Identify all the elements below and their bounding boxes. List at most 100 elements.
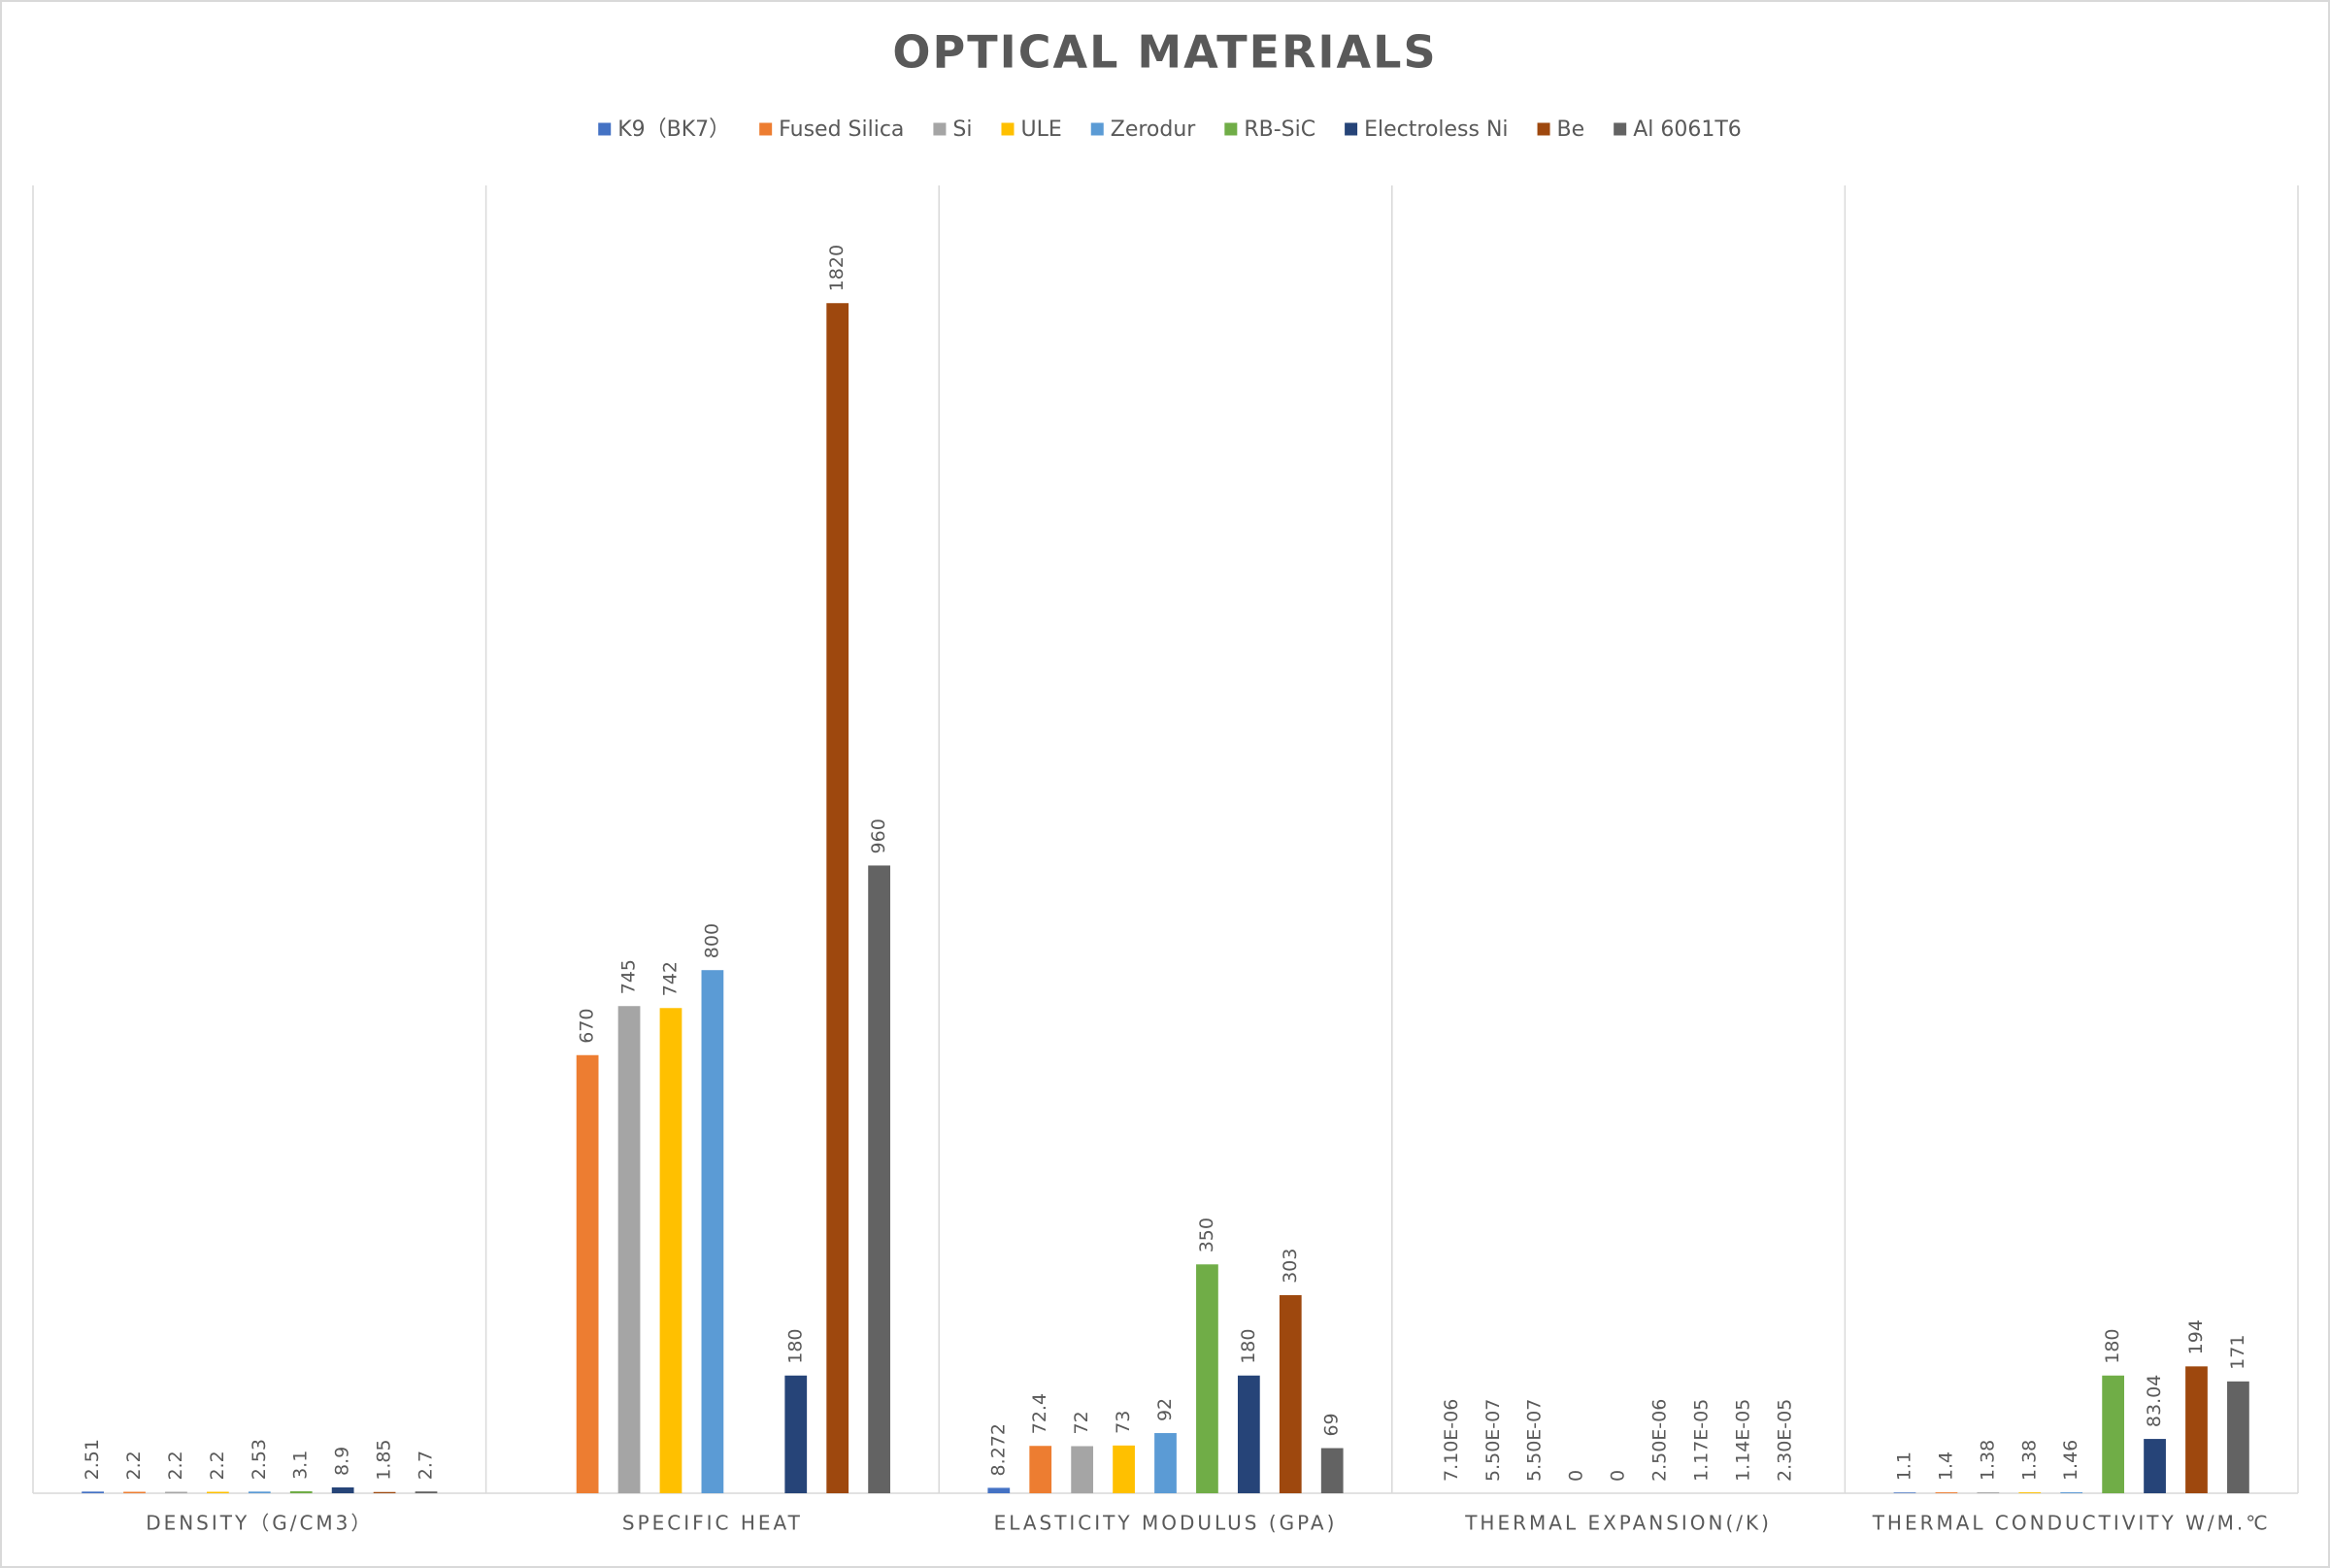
bar xyxy=(165,1491,187,1493)
data-label: 2.2 xyxy=(207,1451,228,1480)
data-label: 800 xyxy=(701,923,722,958)
legend-label: Si xyxy=(952,117,972,142)
bar xyxy=(1196,1264,1218,1493)
bar xyxy=(784,1375,808,1493)
legend-marker xyxy=(1090,122,1104,136)
legend-label: Fused Silica xyxy=(779,117,904,142)
data-label: 8.272 xyxy=(987,1423,1009,1476)
data-label: 171 xyxy=(2227,1335,2248,1370)
bar xyxy=(2144,1439,2166,1493)
bar xyxy=(415,1491,438,1493)
bar xyxy=(576,1054,599,1493)
bar xyxy=(2227,1381,2249,1493)
bar xyxy=(1977,1492,2000,1493)
bar xyxy=(1154,1433,1177,1493)
data-label: 73 xyxy=(1113,1411,1134,1434)
bar xyxy=(2060,1492,2083,1493)
chart-title: OPTICAL MATERIALS xyxy=(892,26,1437,79)
bar xyxy=(1071,1446,1094,1493)
data-label: 7.10E-06 xyxy=(1441,1399,1462,1482)
data-label: 1.1 xyxy=(1893,1451,1914,1481)
bar xyxy=(2018,1492,2042,1493)
legend-label: Zerodur xyxy=(1111,117,1197,142)
data-label: 8.9 xyxy=(332,1447,353,1476)
data-label: 1.38 xyxy=(2018,1440,2040,1481)
bar xyxy=(659,1008,682,1493)
x-tick-label: DENSITY（G/CM3） xyxy=(146,1512,373,1535)
x-tick-label: THERMAL EXPANSION(/K) xyxy=(1464,1512,1772,1535)
legend-marker xyxy=(933,122,947,136)
data-label: 350 xyxy=(1196,1218,1217,1252)
bar xyxy=(617,1006,641,1493)
data-label: 670 xyxy=(577,1008,598,1043)
data-label: 83.04 xyxy=(2144,1375,2165,1427)
bar xyxy=(373,1491,396,1493)
bar xyxy=(1237,1375,1260,1493)
legend-label: RB-SiC xyxy=(1244,117,1315,142)
legend-marker xyxy=(759,122,773,136)
bar xyxy=(331,1487,354,1493)
legend-label: ULE xyxy=(1020,117,1061,142)
legend: K9（BK7） Fused Silica Si ULE Zerodur RB-SiC Ele… xyxy=(598,117,1742,142)
bar xyxy=(1935,1492,1958,1493)
data-label: 1.14E-05 xyxy=(1732,1399,1753,1482)
bar xyxy=(1113,1445,1135,1493)
bar xyxy=(1029,1446,1052,1493)
data-label: 180 xyxy=(784,1329,806,1364)
bar xyxy=(248,1491,271,1493)
bar xyxy=(1893,1492,1916,1493)
data-label: 2.50E-06 xyxy=(1649,1399,1671,1482)
bar xyxy=(1279,1294,1302,1493)
legend-label: Be xyxy=(1557,117,1585,142)
data-label: 0 xyxy=(1566,1470,1587,1482)
bar xyxy=(701,970,724,1493)
data-label: 742 xyxy=(659,961,681,996)
data-label: 2.7 xyxy=(416,1451,437,1480)
legend-marker xyxy=(1345,122,1358,136)
x-tick-label: ELASTICITY MODULUS (GPA) xyxy=(994,1512,1338,1535)
data-label: 960 xyxy=(868,818,889,853)
legend-marker xyxy=(598,122,612,136)
x-tick-label: THERMAL CONDUCTIVITY W/M.℃ xyxy=(1872,1512,2271,1535)
data-label: 180 xyxy=(2102,1329,2123,1364)
legend-marker xyxy=(1001,122,1015,136)
data-label: 5.50E-07 xyxy=(1482,1399,1504,1482)
data-label: 745 xyxy=(618,959,640,994)
data-label: 69 xyxy=(1321,1413,1343,1436)
legend-marker xyxy=(1537,122,1550,136)
legend-label: K9（BK7） xyxy=(617,117,730,142)
legend-marker xyxy=(1614,122,1627,136)
bar xyxy=(987,1487,1011,1493)
bar xyxy=(123,1491,146,1493)
bar xyxy=(1320,1448,1344,1493)
legend-marker xyxy=(1224,122,1238,136)
data-label: 2.53 xyxy=(249,1439,270,1480)
data-label: 2.51 xyxy=(82,1439,103,1480)
data-label: 3.1 xyxy=(290,1451,312,1480)
data-label: 1.17E-05 xyxy=(1690,1399,1712,1482)
data-label: 303 xyxy=(1280,1249,1301,1284)
data-label: 72.4 xyxy=(1029,1393,1050,1434)
data-label: 2.2 xyxy=(123,1451,145,1480)
data-label: 72 xyxy=(1071,1411,1092,1434)
x-tick-label: SPECIFIC HEAT xyxy=(622,1512,803,1535)
data-label: 1.38 xyxy=(1977,1440,1998,1481)
bar xyxy=(2102,1375,2125,1493)
bar xyxy=(82,1491,104,1493)
bar xyxy=(826,303,849,1494)
data-label: 1.46 xyxy=(2060,1440,2081,1481)
data-label: 1.85 xyxy=(374,1439,395,1480)
data-label: 180 xyxy=(1238,1329,1259,1364)
data-label: 2.2 xyxy=(165,1451,186,1480)
bar xyxy=(289,1490,313,1493)
data-label: 5.50E-07 xyxy=(1524,1399,1546,1482)
bar xyxy=(2185,1366,2208,1493)
data-label: 2.30E-05 xyxy=(1774,1399,1795,1482)
legend-label: Al 6061T6 xyxy=(1633,117,1742,142)
legend-label: Electroless Ni xyxy=(1364,117,1508,142)
data-label: 92 xyxy=(1154,1398,1176,1421)
data-label: 194 xyxy=(2185,1319,2207,1354)
bar xyxy=(206,1491,229,1493)
